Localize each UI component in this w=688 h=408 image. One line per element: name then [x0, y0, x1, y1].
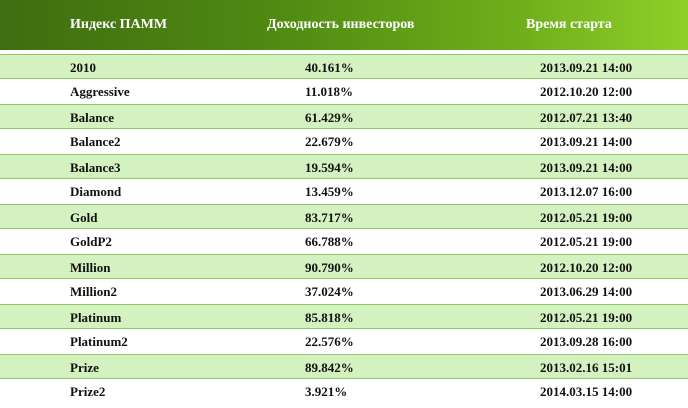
- row-yield: 22.576%: [305, 334, 354, 349]
- row-index-name: Aggressive: [70, 84, 130, 99]
- table-row: Prize2 3.921% 2014.03.15 14:00: [0, 379, 688, 404]
- row-index-name: Gold: [70, 210, 98, 225]
- header-index-pamm: Индекс ПАММ: [70, 17, 168, 32]
- row-yield: 13.459%: [305, 184, 354, 199]
- row-index-name: Platinum: [70, 310, 122, 325]
- row-index-name: Balance3: [70, 160, 121, 175]
- row-start-time: 2012.10.20 12:00: [540, 260, 633, 275]
- row-index-name: GoldP2: [70, 234, 112, 249]
- row-start-time: 2013.09.21 14:00: [540, 160, 633, 175]
- row-start-time: 2013.09.28 16:00: [540, 334, 633, 349]
- table-row: Gold 83.717% 2012.05.21 19:00: [0, 204, 688, 229]
- header-start-time: Время старта: [526, 17, 612, 32]
- table-row: Balance2 22.679% 2013.09.21 14:00: [0, 129, 688, 154]
- row-start-time: 2012.10.20 12:00: [540, 84, 633, 99]
- row-yield: 22.679%: [305, 134, 354, 149]
- table-row: Platinum2 22.576% 2013.09.28 16:00: [0, 329, 688, 354]
- table-row: Aggressive 11.018% 2012.10.20 12:00: [0, 79, 688, 104]
- row-yield: 66.788%: [305, 234, 354, 249]
- row-index-name: Diamond: [70, 184, 122, 199]
- row-start-time: 2013.09.21 14:00: [540, 60, 633, 75]
- row-index-name: Balance: [70, 110, 115, 125]
- row-yield: 89.842%: [305, 360, 354, 375]
- row-yield: 40.161%: [305, 60, 354, 75]
- table-row: Prize 89.842% 2013.02.16 15:01: [0, 354, 688, 379]
- row-start-time: 2013.09.21 14:00: [540, 134, 633, 149]
- row-start-time: 2012.05.21 19:00: [540, 310, 633, 325]
- table-row: 2010 40.161% 2013.09.21 14:00: [0, 54, 688, 79]
- table-row: Balance 61.429% 2012.07.21 13:40: [0, 104, 688, 129]
- row-start-time: 2013.02.16 15:01: [540, 360, 633, 375]
- table-row: Diamond 13.459% 2013.12.07 16:00: [0, 179, 688, 204]
- header-investor-yield: Доходность инвесторов: [267, 17, 415, 32]
- row-yield: 19.594%: [305, 160, 354, 175]
- row-index-name: Platinum2: [70, 334, 128, 349]
- row-index-name: Balance2: [70, 134, 121, 149]
- table-row: Balance3 19.594% 2013.09.21 14:00: [0, 154, 688, 179]
- table-row: GoldP2 66.788% 2012.05.21 19:00: [0, 229, 688, 254]
- row-yield: 37.024%: [305, 284, 354, 299]
- row-start-time: 2014.03.15 14:00: [540, 384, 633, 399]
- row-yield: 85.818%: [305, 310, 354, 325]
- row-start-time: 2012.07.21 13:40: [540, 110, 633, 125]
- row-yield: 90.790%: [305, 260, 354, 275]
- row-yield: 11.018%: [305, 84, 354, 99]
- row-index-name: 2010: [70, 60, 96, 75]
- table-row: Million2 37.024% 2013.06.29 14:00: [0, 279, 688, 304]
- row-start-time: 2012.05.21 19:00: [540, 234, 633, 249]
- row-index-name: Prize: [70, 360, 99, 375]
- row-start-time: 2012.05.21 19:00: [540, 210, 633, 225]
- table-row: Million 90.790% 2012.10.20 12:00: [0, 254, 688, 279]
- row-index-name: Prize2: [70, 384, 106, 399]
- row-yield: 3.921%: [305, 384, 348, 399]
- table-row: Platinum 85.818% 2012.05.21 19:00: [0, 304, 688, 329]
- row-yield: 83.717%: [305, 210, 354, 225]
- row-index-name: Million: [70, 260, 111, 275]
- row-yield: 61.429%: [305, 110, 354, 125]
- row-start-time: 2013.12.07 16:00: [540, 184, 633, 199]
- row-index-name: Million2: [70, 284, 117, 299]
- table-header: Индекс ПАММ Доходность инвесторов Время …: [0, 0, 688, 50]
- row-start-time: 2013.06.29 14:00: [540, 284, 633, 299]
